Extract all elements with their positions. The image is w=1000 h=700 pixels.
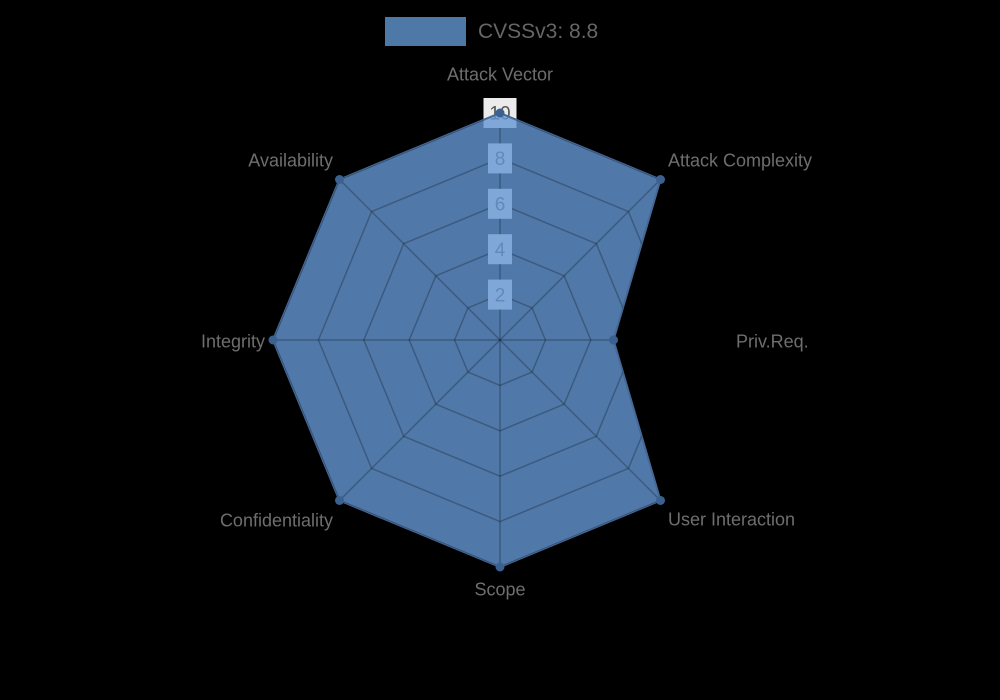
axis-label-scope: Scope (474, 579, 525, 599)
axis-label-user-interaction: User Interaction (668, 509, 795, 529)
data-point-confidentiality[interactable] (335, 496, 344, 505)
grid-ring-4 (408, 248, 592, 432)
grid-ring-8 (317, 157, 683, 523)
legend-label: CVSSv3: 8.8 (478, 20, 599, 43)
data-point-priv-req[interactable] (609, 335, 618, 345)
grid-ring-6 (362, 202, 638, 478)
axis-label-priv-req: Priv.Req. (736, 331, 809, 351)
axis-label-integrity: Integrity (201, 331, 265, 351)
axis-label-attack-vector: Attack Vector (447, 64, 553, 84)
data-point-attack-vector[interactable] (495, 108, 505, 118)
axis-spoke (338, 178, 501, 341)
data-point-availability[interactable] (335, 175, 344, 184)
data-point-scope[interactable] (495, 562, 505, 572)
legend-swatch (385, 17, 466, 46)
data-point-user-interaction[interactable] (656, 496, 665, 505)
grid-ring-2 (453, 293, 547, 387)
radar-points (268, 108, 665, 572)
axis-spoke (499, 178, 662, 341)
radar-grid (272, 112, 728, 568)
legend-item[interactable]: CVSSv3: 8.8 (385, 17, 598, 46)
axis-spoke (338, 339, 501, 502)
axis-label-availability: Availability (248, 150, 333, 170)
axis-label-attack-complexity: Attack Complexity (668, 150, 812, 170)
axis-spoke (499, 339, 662, 502)
data-point-integrity[interactable] (268, 335, 278, 345)
axis-labels: Attack Vector Attack Complexity Priv.Req. U… (201, 64, 812, 599)
axis-label-confidentiality: Confidentiality (220, 510, 333, 530)
data-point-attack-complexity[interactable] (656, 175, 665, 184)
